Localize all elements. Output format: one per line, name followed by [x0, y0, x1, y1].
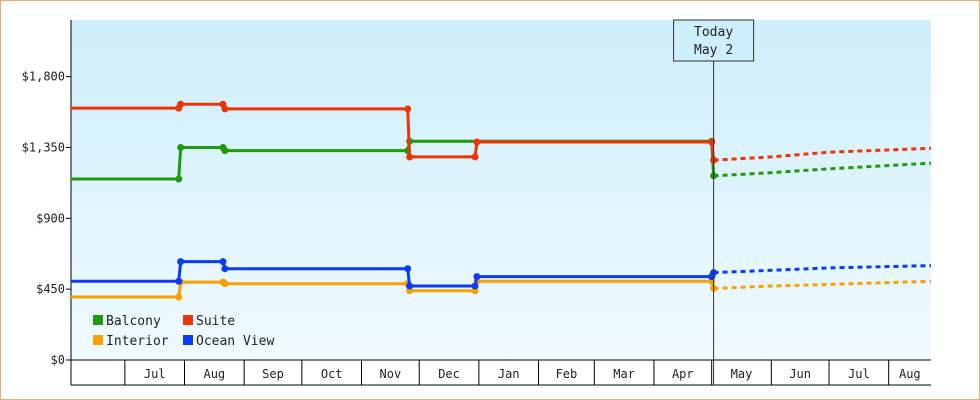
series-forecast-line [713, 264, 932, 275]
series-point [177, 100, 185, 108]
x-tick-label: Jun [789, 367, 811, 381]
series-forecast-line [713, 279, 932, 290]
x-tick-label: Dec [438, 367, 460, 381]
series-point [175, 277, 183, 285]
x-tick-label: Mar [613, 367, 635, 381]
x-tick-label: Jul [848, 367, 870, 381]
y-tick-label: $1,800 [22, 70, 65, 84]
series-point [221, 280, 229, 288]
series-point [404, 265, 412, 273]
x-tick-label: Jul [144, 367, 166, 381]
series-point [406, 153, 414, 161]
series-point [219, 258, 227, 266]
x-tick-label: Aug [899, 367, 921, 381]
legend-swatch [183, 315, 193, 325]
series-forecast-line [713, 161, 932, 178]
legend-swatch [183, 335, 193, 345]
series-point [471, 282, 479, 290]
x-tick-label: Oct [321, 367, 343, 381]
series-point [221, 147, 229, 155]
series-point [177, 258, 185, 266]
today-box [673, 19, 755, 62]
x-tick-label: Aug [203, 367, 225, 381]
x-tick-label: Sep [262, 367, 284, 381]
series-point [471, 153, 479, 161]
series-point [177, 144, 185, 151]
series-point [406, 282, 414, 290]
legend-swatch [93, 335, 103, 345]
legend-swatch [93, 315, 103, 325]
x-tick-label: Apr [672, 367, 694, 381]
series-point [221, 265, 229, 273]
legend-label: Suite [196, 314, 235, 329]
today-label: Today [694, 25, 733, 40]
series-point [175, 175, 183, 183]
series-point [473, 138, 481, 146]
y-tick-label: $1,350 [22, 141, 65, 155]
series-point [221, 105, 229, 113]
today-date: May 2 [694, 43, 733, 58]
legend-label: Balcony [106, 314, 161, 329]
legend-label: Ocean View [196, 334, 274, 349]
y-tick-label: $900 [36, 211, 65, 225]
x-tick-label: Feb [556, 367, 578, 381]
x-tick-label: May [731, 367, 753, 381]
x-tick-label: Jan [498, 367, 520, 381]
series-forecast-line [713, 146, 932, 162]
series-point [473, 273, 481, 281]
y-tick-label: $0 [51, 353, 65, 367]
series-point [708, 138, 716, 146]
series-point [175, 293, 183, 301]
x-tick-label: Nov [380, 367, 402, 381]
y-tick-label: $450 [36, 282, 65, 296]
series-point [404, 105, 412, 113]
legend-label: Interior [106, 334, 169, 349]
plot-background [71, 20, 931, 360]
